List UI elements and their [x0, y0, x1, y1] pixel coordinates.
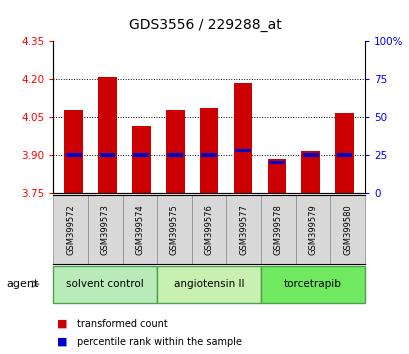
Bar	[268, 161, 284, 164]
Bar	[233, 82, 252, 193]
Text: torcetrapib: torcetrapib	[283, 279, 341, 289]
Bar	[267, 159, 285, 193]
Bar	[199, 108, 218, 193]
Text: GSM399573: GSM399573	[101, 204, 110, 255]
Bar	[335, 113, 353, 193]
Bar	[64, 110, 83, 193]
Text: GSM399577: GSM399577	[238, 204, 247, 255]
Bar	[234, 149, 250, 152]
Bar	[132, 126, 151, 193]
Text: GSM399576: GSM399576	[204, 204, 213, 255]
Text: angiotensin II: angiotensin II	[173, 279, 244, 289]
Text: solvent control: solvent control	[66, 279, 144, 289]
Text: GSM399579: GSM399579	[308, 204, 317, 255]
Text: GSM399575: GSM399575	[170, 204, 179, 255]
Bar	[302, 153, 318, 156]
Text: GDS3556 / 229288_at: GDS3556 / 229288_at	[128, 18, 281, 32]
Bar	[98, 78, 117, 193]
Text: percentile rank within the sample: percentile rank within the sample	[77, 337, 241, 347]
Text: GSM399578: GSM399578	[273, 204, 282, 255]
Bar	[301, 151, 319, 193]
Text: ■: ■	[57, 337, 68, 347]
Bar	[166, 110, 184, 193]
Text: ■: ■	[57, 319, 68, 329]
Bar	[167, 153, 183, 156]
Bar	[201, 153, 216, 156]
Bar	[99, 153, 115, 156]
Text: GSM399572: GSM399572	[66, 204, 75, 255]
Text: transformed count: transformed count	[77, 319, 167, 329]
Bar	[336, 153, 352, 156]
Bar	[65, 153, 81, 156]
Text: GSM399574: GSM399574	[135, 204, 144, 255]
Text: GSM399580: GSM399580	[342, 204, 351, 255]
Bar	[133, 153, 149, 156]
Text: agent: agent	[6, 279, 38, 289]
